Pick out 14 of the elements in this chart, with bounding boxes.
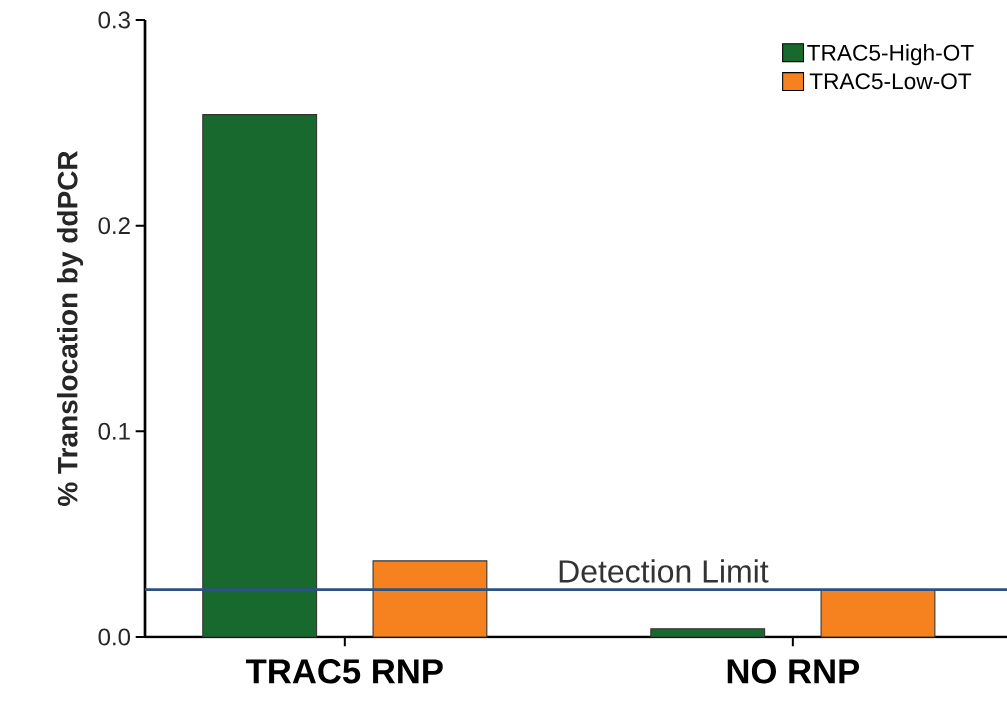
bar — [372, 560, 488, 638]
y-tick-label: 0.2 — [98, 217, 130, 235]
x-tick-label: TRAC5 RNP — [246, 659, 443, 684]
y-tick-label: 0.0 — [98, 628, 131, 646]
legend-label: TRAC5-High-OT — [807, 44, 974, 66]
bar — [820, 589, 936, 638]
legend-label: TRAC5-Low-OT — [809, 73, 972, 90]
y-tick-label: 0.1 — [98, 422, 130, 440]
bar — [202, 114, 318, 638]
y-axis-title: % Translocation by ddPCR — [57, 150, 84, 506]
bar — [650, 628, 766, 638]
ref-line-label: Detection Limit — [559, 559, 769, 583]
x-tick-label: NO RNP — [727, 659, 860, 684]
y-tick-label: 0.3 — [98, 11, 130, 29]
